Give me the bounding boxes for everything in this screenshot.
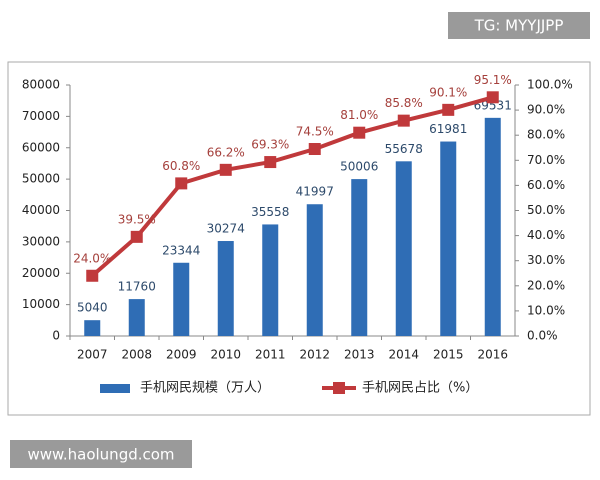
- bar-value-label: 41997: [296, 185, 334, 199]
- y2-tick-label: 70.0%: [527, 153, 565, 167]
- x-tick-label: 2010: [210, 348, 241, 362]
- bar: [484, 117, 501, 336]
- line-value-label: 69.3%: [251, 138, 289, 152]
- line-marker: [353, 126, 366, 139]
- watermark: TG: MYYJJPP: [474, 17, 564, 35]
- legend-swatch: [100, 384, 130, 393]
- y-tick-label: 60000: [22, 140, 60, 154]
- y2-tick-label: 80.0%: [527, 128, 565, 142]
- bar-value-label: 30274: [207, 222, 245, 236]
- bar: [395, 161, 412, 336]
- x-tick-label: 2009: [166, 348, 197, 362]
- chart-frame: [7, 61, 591, 416]
- watermark-box: [10, 440, 192, 468]
- bar-value-label: 55678: [385, 142, 423, 156]
- bar: [262, 224, 279, 336]
- line-value-label: 39.5%: [118, 212, 156, 226]
- line-value-label: 85.8%: [385, 96, 423, 110]
- bar: [84, 320, 101, 336]
- line-marker: [86, 269, 99, 282]
- y-tick-label: 0: [52, 329, 60, 343]
- y-tick-label: 50000: [22, 172, 60, 186]
- line-marker: [264, 156, 277, 169]
- bar-value-label: 5040: [77, 301, 108, 315]
- y2-tick-label: 10.0%: [527, 303, 565, 317]
- line-value-label: 74.5%: [296, 125, 334, 139]
- line-marker: [308, 143, 321, 156]
- y-tick-label: 70000: [22, 109, 60, 123]
- line-value-label: 60.8%: [162, 159, 200, 173]
- y2-tick-label: 90.0%: [527, 103, 565, 117]
- x-tick-label: 2013: [344, 348, 375, 362]
- x-tick-label: 2008: [121, 348, 152, 362]
- bar-value-label: 35558: [251, 205, 289, 219]
- watermark-box: [448, 12, 590, 39]
- y-tick-label: 10000: [22, 297, 60, 311]
- bar: [306, 204, 323, 336]
- line-value-label: 81.0%: [340, 108, 378, 122]
- line-marker: [486, 91, 499, 104]
- y2-tick-label: 40.0%: [527, 228, 565, 242]
- line-marker: [397, 114, 410, 127]
- line-marker: [130, 230, 143, 243]
- bar-value-label: 11760: [118, 280, 156, 294]
- bar-value-label: 50006: [340, 160, 378, 174]
- line: [90, 95, 494, 278]
- legend-swatch: [333, 382, 345, 394]
- y2-tick-label: 100.0%: [527, 78, 573, 92]
- x-tick-label: 2007: [77, 348, 108, 362]
- x-tick-label: 2014: [388, 348, 419, 362]
- line-value-label: 90.1%: [429, 85, 467, 99]
- bar-value-label: 23344: [162, 243, 200, 257]
- bar-value-label: 61981: [429, 122, 467, 136]
- y2-tick-label: 30.0%: [527, 253, 565, 267]
- x-tick-label: 2012: [299, 348, 330, 362]
- bar: [128, 299, 145, 336]
- y-tick-label: 80000: [22, 78, 60, 92]
- line-marker: [175, 177, 188, 190]
- x-tick-label: 2015: [433, 348, 464, 362]
- x-tick-label: 2016: [477, 348, 508, 362]
- y-tick-label: 30000: [22, 234, 60, 248]
- legend-label: 手机网民规模（万人）: [140, 381, 270, 396]
- bar: [351, 179, 368, 336]
- legend-label: 手机网民占比（%）: [362, 381, 478, 396]
- line-value-label: 24.0%: [73, 251, 111, 265]
- line-marker: [219, 163, 232, 176]
- y2-tick-label: 60.0%: [527, 178, 565, 192]
- y2-tick-label: 0.0%: [527, 329, 558, 343]
- y2-tick-label: 50.0%: [527, 203, 565, 217]
- line-value-label: 66.2%: [207, 145, 245, 159]
- line-value-label: 95.1%: [474, 73, 512, 87]
- bar: [173, 262, 190, 336]
- bar: [440, 141, 457, 336]
- y2-tick-label: 20.0%: [527, 278, 565, 292]
- y-tick-label: 40000: [22, 203, 60, 217]
- watermark: www.haolungd.com: [27, 446, 174, 464]
- line-marker: [442, 103, 455, 116]
- y-tick-label: 20000: [22, 266, 60, 280]
- bar: [217, 241, 234, 336]
- x-tick-label: 2011: [255, 348, 286, 362]
